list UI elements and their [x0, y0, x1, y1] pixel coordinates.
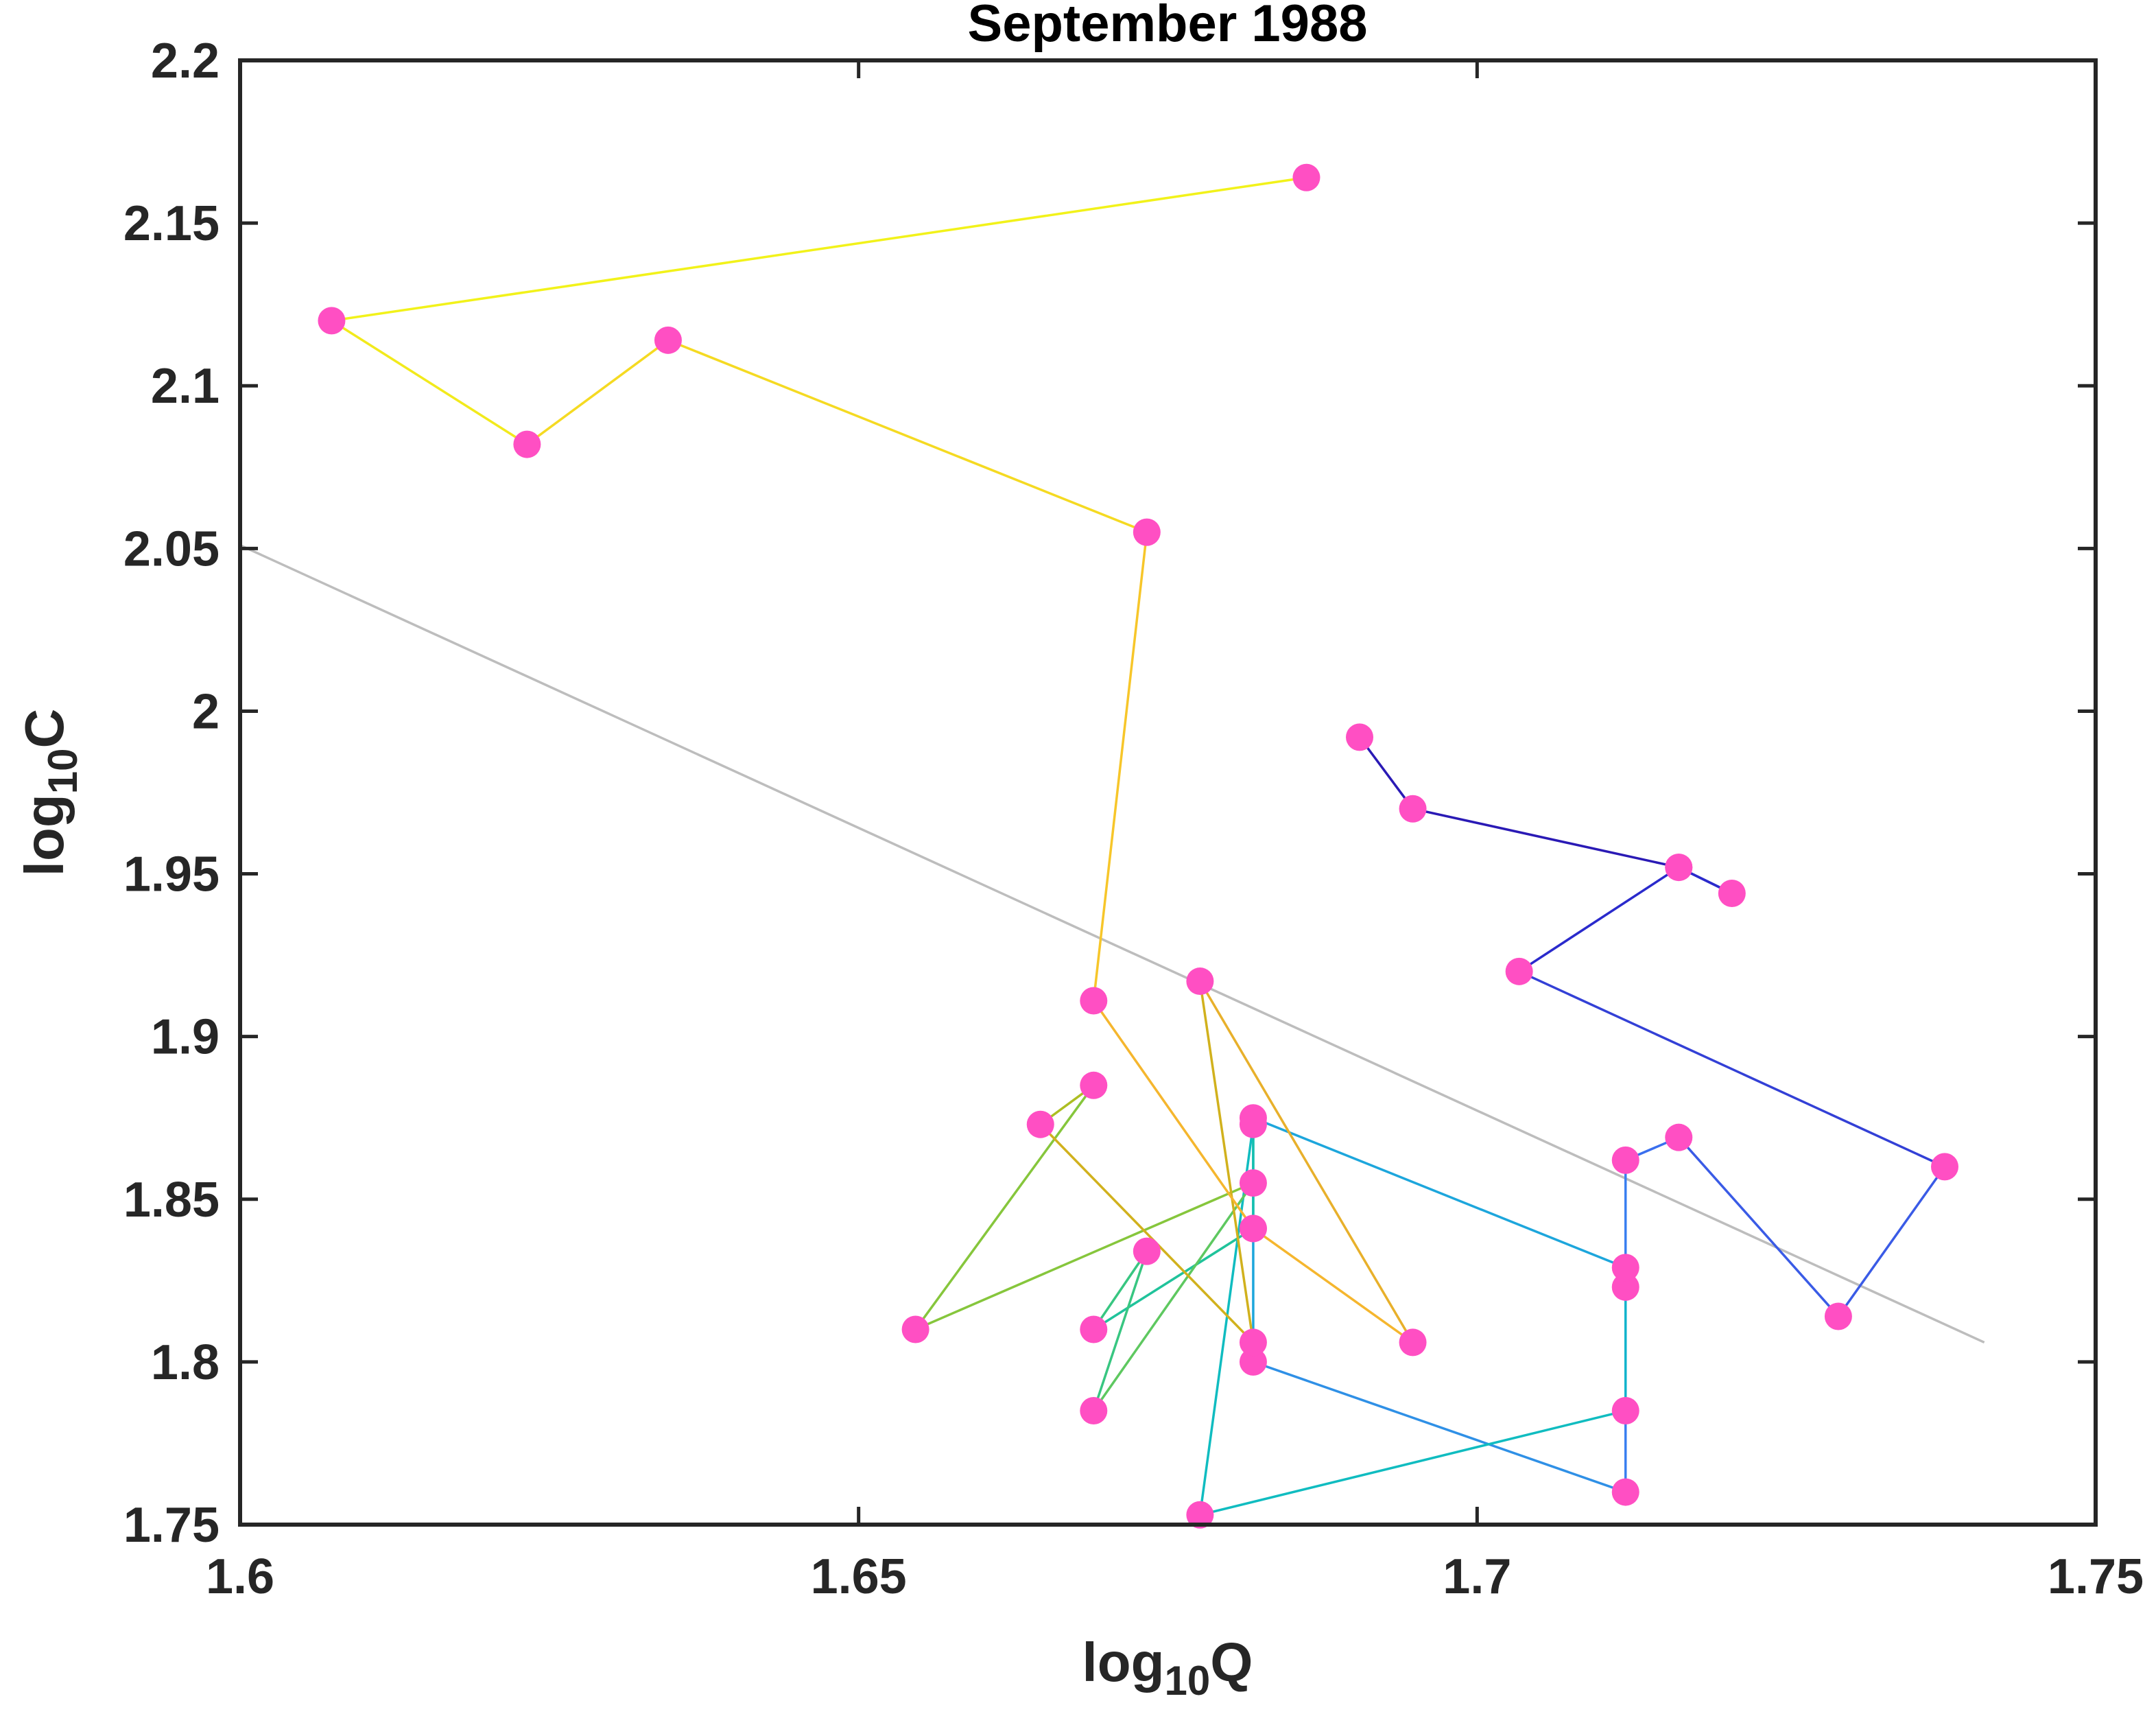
data-point: [1239, 1169, 1267, 1197]
data-point: [1186, 967, 1214, 996]
path-segment: [330, 319, 529, 446]
path-segment: [1092, 1182, 1255, 1412]
path-segment: [667, 339, 1148, 534]
data-point: [1665, 1123, 1693, 1151]
data-point: [1186, 1501, 1214, 1529]
path-segment: [1092, 1249, 1148, 1331]
data-point: [1133, 1237, 1161, 1265]
data-point: [1080, 1397, 1108, 1425]
y-tick-label: 2.1: [151, 359, 220, 414]
y-axis-label-suffix: C: [14, 709, 75, 749]
x-axis-label-prefix: log: [1082, 1632, 1165, 1693]
y-axis-label-prefix: log: [14, 794, 75, 876]
y-tick-label: 1.95: [123, 847, 220, 902]
y-axis-label-subscript: 10: [40, 749, 86, 795]
y-tick-label: 2.15: [123, 196, 220, 251]
data-point: [1399, 795, 1427, 823]
marker-layer: [318, 163, 1958, 1529]
data-point: [901, 1315, 929, 1343]
axes-background: [240, 60, 2096, 1525]
y-tick-label: 1.75: [123, 1498, 220, 1553]
data-point: [1080, 1315, 1108, 1343]
y-tick-label: 1.85: [123, 1173, 220, 1228]
path-segment: [1252, 1361, 1627, 1494]
path-segment: [1677, 1136, 1840, 1318]
path-segment: [1092, 530, 1148, 1002]
path-segment: [1198, 980, 1414, 1344]
data-point: [1292, 163, 1320, 191]
data-point: [1346, 723, 1374, 751]
path-segment: [1517, 970, 1946, 1169]
data-point: [1611, 1397, 1639, 1425]
x-tick-label: 1.7: [1443, 1549, 1511, 1604]
x-axis-label-subscript: 10: [1164, 1658, 1210, 1704]
data-point: [1133, 518, 1161, 546]
x-axis-label-suffix: Q: [1210, 1632, 1253, 1693]
x-axis-label: log10Q: [1082, 1632, 1253, 1704]
path-segment: [914, 1084, 1095, 1331]
x-tick-label: 1.65: [811, 1549, 907, 1604]
data-point: [654, 326, 682, 354]
path-segment: [525, 339, 670, 446]
data-point: [1824, 1302, 1852, 1330]
chart-title: September 1988: [968, 0, 1368, 53]
trend-layer: [239, 543, 1985, 1344]
y-tick-label: 2: [192, 684, 220, 739]
y-tick-label: 1.8: [151, 1335, 220, 1390]
data-point: [318, 307, 346, 335]
trend-line: [239, 543, 1985, 1344]
x-tick-label: 1.75: [2048, 1549, 2144, 1604]
axes-frame: [238, 58, 2098, 1527]
data-point: [1080, 1071, 1108, 1099]
data-point: [1239, 1214, 1267, 1243]
path-segment: [1358, 736, 1414, 810]
data-point: [1080, 987, 1108, 1015]
path-segment: [1198, 1409, 1627, 1516]
path-segment: [1092, 999, 1255, 1230]
data-point: [1611, 1146, 1639, 1174]
path-segment: [1411, 807, 1681, 869]
data-point: [1399, 1328, 1427, 1357]
data-point: [1611, 1273, 1639, 1301]
path-segment: [1517, 866, 1681, 973]
path-segment: [1039, 1123, 1255, 1344]
data-point: [1611, 1478, 1639, 1506]
data-point: [1239, 1348, 1267, 1376]
data-point: [1665, 854, 1693, 882]
y-tick-label: 2.2: [151, 34, 220, 89]
data-point: [1930, 1153, 1958, 1181]
path-segment: [914, 1182, 1255, 1331]
path-segment: [1252, 1116, 1627, 1269]
path-segment: [1092, 1227, 1255, 1331]
path-segment: [1837, 1165, 1946, 1318]
y-axis-label: log10C: [14, 709, 86, 877]
data-point: [513, 430, 541, 458]
path-segment: [1198, 980, 1255, 1344]
data-point: [1718, 880, 1746, 908]
data-point: [1026, 1110, 1054, 1138]
data-point: [1611, 1254, 1639, 1282]
data-point: [1239, 1328, 1267, 1357]
path-segment: [330, 176, 1308, 322]
path-segment: [1092, 1249, 1148, 1412]
tick-layer: 1.6 1.65 1.7 1.75 1.75 1.8 1.85 1.9 1.95 2 2.05 2.1…: [123, 34, 2144, 1604]
x-tick-label: 1.6: [206, 1549, 274, 1604]
plot-area: 1.6 1.65 1.7 1.75 1.75 1.8 1.85 1.9 1.95 2 2.05 2.1…: [123, 34, 2144, 1604]
path-segment: [1252, 1227, 1414, 1344]
y-tick-label: 2.05: [123, 521, 220, 576]
data-point: [1239, 1110, 1267, 1138]
series-layer: [330, 176, 1946, 1516]
y-tick-label: 1.9: [151, 1010, 220, 1065]
data-point: [1505, 957, 1533, 985]
